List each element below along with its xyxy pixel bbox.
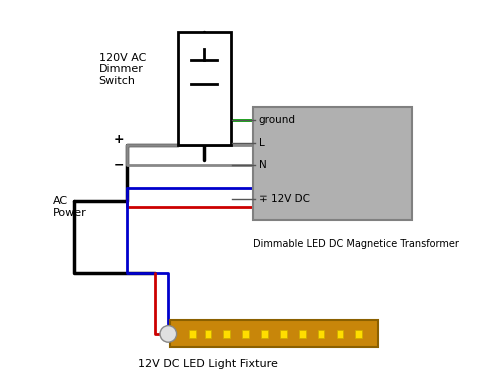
Bar	[299, 330, 306, 338]
Bar	[261, 330, 268, 338]
Text: AC
Power: AC Power	[53, 196, 87, 218]
Text: N: N	[259, 160, 266, 171]
Bar	[170, 320, 378, 347]
Text: 120V AC
Dimmer
Switch: 120V AC Dimmer Switch	[98, 53, 146, 86]
Text: 12V DC LED Light Fixture: 12V DC LED Light Fixture	[138, 358, 278, 369]
Bar	[336, 330, 344, 338]
Bar	[178, 32, 231, 145]
Text: ∓ 12V DC: ∓ 12V DC	[259, 195, 310, 204]
Bar	[318, 330, 324, 338]
Bar	[356, 330, 362, 338]
Bar	[190, 330, 196, 338]
Text: Dimmable LED DC Magnetice Transformer: Dimmable LED DC Magnetice Transformer	[253, 239, 459, 249]
Circle shape	[160, 326, 176, 342]
Text: +: +	[114, 133, 124, 146]
Bar	[242, 330, 249, 338]
Bar	[253, 107, 412, 220]
Text: ground: ground	[259, 115, 296, 125]
Text: −: −	[114, 159, 124, 172]
Bar	[224, 330, 230, 338]
Text: L: L	[259, 138, 264, 148]
Bar	[204, 330, 211, 338]
Bar	[280, 330, 286, 338]
